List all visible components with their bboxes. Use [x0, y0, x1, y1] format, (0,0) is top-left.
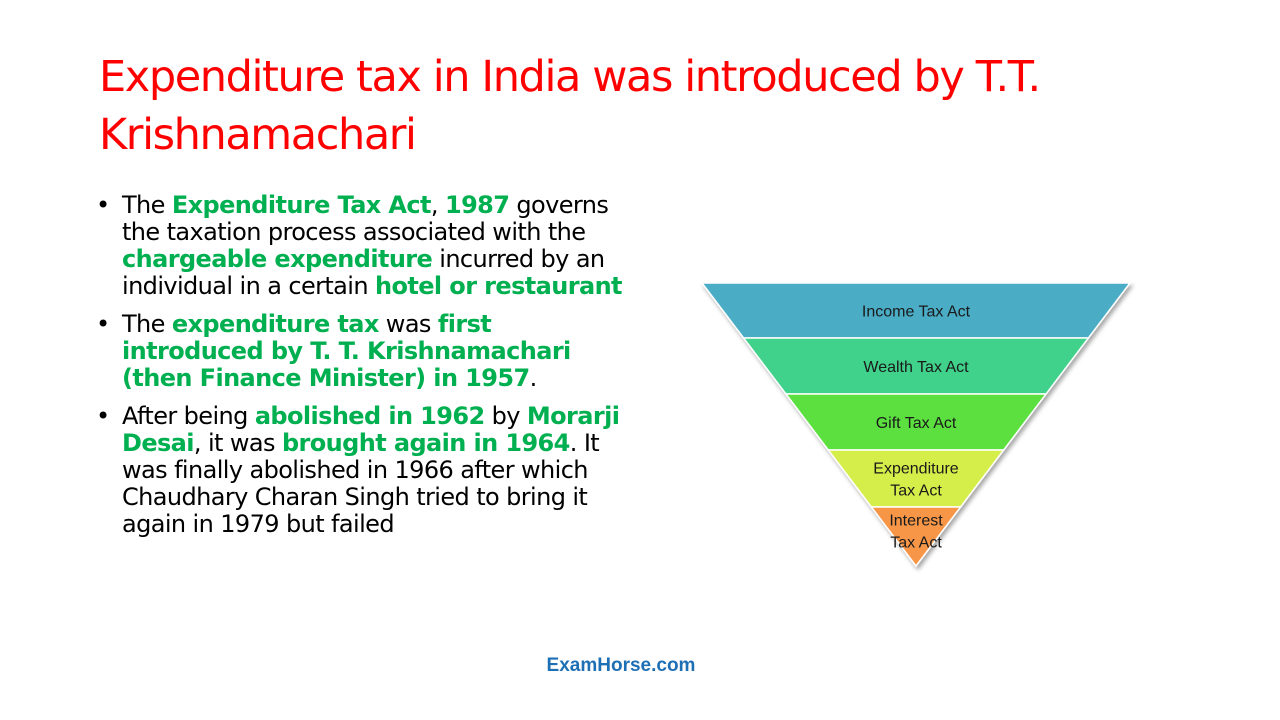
pyramid-tier: [869, 506, 963, 568]
body-text: The: [122, 191, 172, 219]
body-text: incurred by an individual in a certain: [122, 245, 605, 300]
body-text: , it was: [193, 429, 282, 457]
body-text: governs the taxation process associated …: [122, 191, 609, 246]
highlighted-text: Morarji Desai: [122, 402, 620, 457]
pyramid-tier-label: Expenditure: [873, 461, 958, 478]
bullet-list: The Expenditure Tax Act, 1987 governs th…: [96, 192, 636, 549]
body-text: by: [484, 402, 527, 430]
pyramid-tier-label: Gift Tax Act: [876, 415, 957, 432]
pyramid-tier-label: Income Tax Act: [862, 304, 971, 321]
body-text: was: [378, 310, 438, 338]
highlighted-text: 1987: [444, 191, 510, 219]
bullet-item: After being abolished in 1962 by Morarji…: [96, 403, 636, 538]
highlighted-text: chargeable expenditure: [122, 245, 433, 273]
body-text: ,: [430, 191, 445, 219]
highlighted-text: hotel or restaurant: [375, 272, 623, 300]
tax-acts-pyramid: Income Tax Act Wealth Tax Act Gift Tax Act…: [700, 282, 1132, 568]
highlighted-text: first introduced by T. T. Krishnamachari…: [122, 310, 571, 392]
body-text: . It was finally abolished in 1966 after…: [122, 429, 600, 538]
highlighted-text: brought again in 1964: [281, 429, 570, 457]
site-footer: ExamHorse.com: [546, 655, 696, 676]
highlighted-text: abolished in 1962: [254, 402, 485, 430]
highlighted-text: Expenditure Tax Act: [171, 191, 432, 219]
pyramid-tier-label: Interest: [889, 513, 943, 530]
pyramid-tier-label: Wealth Tax Act: [863, 359, 969, 376]
pyramid-tier-label: Tax Act: [890, 483, 942, 500]
body-text: .: [529, 364, 538, 392]
pyramid-tier-label: Tax Act: [890, 535, 942, 552]
bullet-item: The Expenditure Tax Act, 1987 governs th…: [96, 192, 636, 300]
slide-title: Expenditure tax in India was introduced …: [99, 52, 1041, 160]
body-text: The: [122, 310, 172, 338]
bullet-item: The expenditure tax was first introduced…: [96, 311, 636, 392]
body-text: After being: [122, 402, 255, 430]
highlighted-text: expenditure tax: [171, 310, 379, 338]
